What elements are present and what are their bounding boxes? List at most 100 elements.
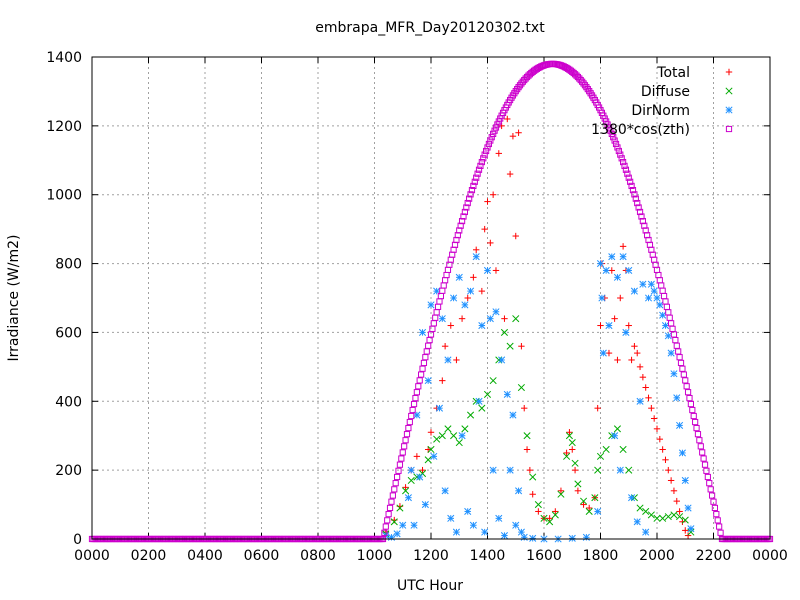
point-cos-zth	[651, 256, 658, 263]
point-dirnorm	[673, 394, 681, 402]
x-tick-label: 2200	[696, 548, 732, 564]
point-dirnorm	[483, 266, 492, 275]
point-cos-zth	[388, 498, 395, 505]
point-dirnorm	[664, 332, 672, 340]
point-total	[526, 466, 534, 474]
point-diffuse	[642, 507, 650, 516]
point-total	[586, 504, 593, 512]
point-cos-zth	[693, 424, 700, 432]
point-cos-zth	[434, 303, 442, 310]
point-cos-zth	[464, 199, 471, 207]
point-dirnorm	[387, 533, 396, 541]
x-tick-label: 2000	[639, 548, 675, 564]
point-cos-zth	[632, 195, 639, 202]
point-total	[552, 508, 559, 515]
point-cos-zth	[402, 437, 409, 444]
point-cos-zth	[684, 389, 692, 396]
point-cos-zth	[443, 271, 450, 279]
point-cos-zth	[399, 449, 406, 456]
point-cos-zth	[440, 282, 447, 289]
point-diffuse	[625, 466, 633, 474]
point-dirnorm	[594, 507, 602, 516]
point-cos-zth	[423, 348, 430, 355]
point-cos-zth	[716, 523, 723, 530]
point-cos-zth	[442, 277, 449, 284]
point-diffuse	[579, 497, 588, 505]
point-dirnorm	[684, 504, 692, 512]
point-cos-zth	[697, 443, 704, 450]
point-diffuse	[568, 439, 576, 447]
point-dirnorm	[613, 273, 622, 281]
point-total	[427, 429, 435, 436]
x-tick-label: 0000	[752, 548, 788, 564]
point-diffuse	[407, 476, 415, 485]
point-cos-zth	[634, 199, 641, 207]
point-cos-zth	[679, 365, 686, 372]
point-dirnorm	[478, 321, 486, 330]
point-dirnorm	[399, 521, 407, 529]
point-total	[441, 343, 449, 350]
point-dirnorm	[608, 253, 616, 261]
point-cos-zth	[682, 377, 689, 384]
point-diffuse	[402, 487, 410, 495]
x-tick-label: 0400	[187, 548, 223, 564]
point-cos-zth	[381, 529, 388, 536]
point-cos-zth	[405, 424, 412, 432]
point-dirnorm	[659, 311, 667, 319]
point-diffuse	[396, 504, 404, 512]
point-diffuse	[438, 432, 446, 440]
point-cos-zth	[392, 480, 399, 487]
point-total	[515, 129, 522, 136]
x-axis: 0000 0200 0400 0600 0800 1000 1200 1400 1600 1800…	[74, 57, 788, 564]
point-cos-zth	[680, 371, 687, 378]
point-cos-zth	[412, 395, 419, 402]
point-dirnorm	[498, 356, 506, 364]
point-dirnorm	[639, 280, 647, 288]
point-total	[667, 477, 675, 484]
y-tick-label: 1400	[46, 50, 82, 66]
point-diffuse	[546, 518, 554, 526]
point-cos-zth	[409, 406, 416, 414]
point-cos-zth	[614, 144, 621, 151]
y-tick-label: 800	[55, 257, 82, 273]
point-total	[605, 349, 613, 357]
point-total	[580, 501, 587, 508]
point-total	[619, 243, 627, 250]
series-total	[382, 115, 692, 539]
point-dirnorm	[667, 349, 675, 357]
point-cos-zth	[477, 162, 484, 169]
point-diffuse	[489, 377, 497, 385]
point-total	[611, 315, 618, 322]
point-cos-zth	[419, 365, 426, 372]
point-cos-zth	[700, 455, 707, 462]
point-diffuse	[574, 480, 582, 488]
point-cos-zth	[480, 155, 487, 162]
point-dirnorm	[656, 301, 664, 309]
point-dirnorm	[393, 530, 401, 538]
point-cos-zth	[490, 130, 497, 137]
point-cos-zth	[701, 461, 709, 468]
point-diffuse	[619, 445, 627, 454]
point-dirnorm	[622, 328, 630, 336]
point-cos-zth	[608, 130, 615, 137]
point-cos-zth	[385, 511, 392, 518]
legend-label-diffuse: Diffuse	[641, 84, 690, 100]
point-total	[608, 267, 615, 274]
point-cos-zth	[418, 371, 425, 378]
point-cos-zth	[710, 498, 717, 505]
point-total	[518, 343, 525, 350]
point-diffuse	[664, 513, 672, 521]
point-cos-zth	[391, 486, 398, 493]
point-total	[628, 356, 635, 364]
point-total	[535, 508, 542, 515]
point-total	[506, 170, 514, 178]
point-cos-zth	[413, 389, 420, 396]
point-total	[650, 415, 658, 422]
point-dirnorm	[444, 356, 452, 364]
point-total	[617, 294, 624, 302]
point-dirnorm	[438, 315, 446, 323]
point-dirnorm	[661, 321, 670, 330]
point-cos-zth	[461, 208, 468, 216]
point-cos-zth	[482, 147, 490, 155]
point-total	[676, 508, 683, 515]
